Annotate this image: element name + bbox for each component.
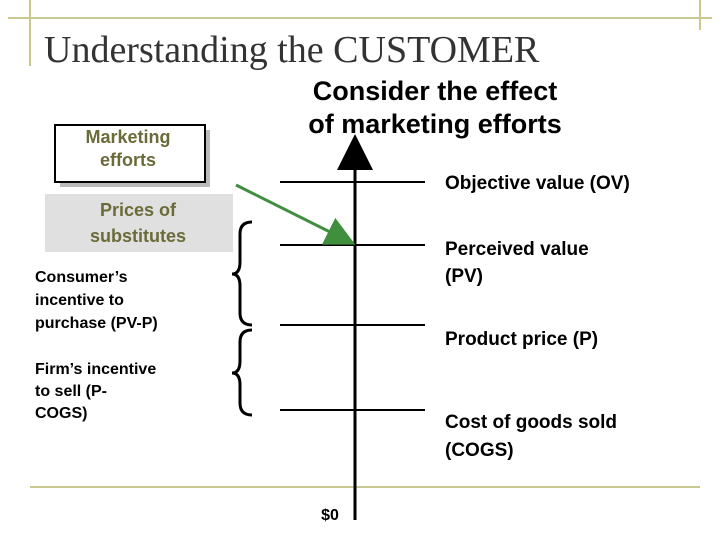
level-label: Objective value (OV) bbox=[445, 173, 630, 194]
incentive-label: Firm’s incentive bbox=[35, 361, 156, 378]
brace bbox=[231, 328, 253, 417]
subtitle: Consider the effect bbox=[313, 76, 558, 106]
level-label: Cost of goods sold bbox=[445, 412, 617, 433]
zero-label: $0 bbox=[321, 507, 339, 524]
incentive-label: COGS) bbox=[35, 405, 87, 422]
brace bbox=[231, 220, 253, 327]
incentive-label: to sell (P- bbox=[35, 383, 107, 400]
subtitle: of marketing efforts bbox=[308, 109, 562, 139]
box-label: substitutes bbox=[90, 226, 186, 246]
box-shadow bbox=[45, 194, 233, 252]
incentive-label: purchase (PV-P) bbox=[35, 315, 158, 332]
arrow bbox=[235, 183, 356, 245]
level-label: Perceived value bbox=[445, 239, 589, 260]
incentive-label: Consumer’s bbox=[35, 269, 128, 286]
incentive-labels: Consumer’s incentive to purchase (PV-P) … bbox=[35, 269, 158, 422]
incentive-label: incentive to bbox=[35, 292, 124, 309]
box-label: Marketing bbox=[85, 127, 170, 147]
level-label: (PV) bbox=[445, 266, 483, 287]
box-label: efforts bbox=[100, 150, 156, 170]
level-labels: Objective value (OV) Perceived value (PV… bbox=[445, 173, 630, 461]
level-label: (COGS) bbox=[445, 440, 514, 461]
title: Understanding the CUSTOMER bbox=[44, 29, 540, 71]
box bbox=[54, 124, 206, 183]
level-label: Product price (P) bbox=[445, 329, 598, 350]
box-label: Prices of bbox=[100, 200, 177, 220]
